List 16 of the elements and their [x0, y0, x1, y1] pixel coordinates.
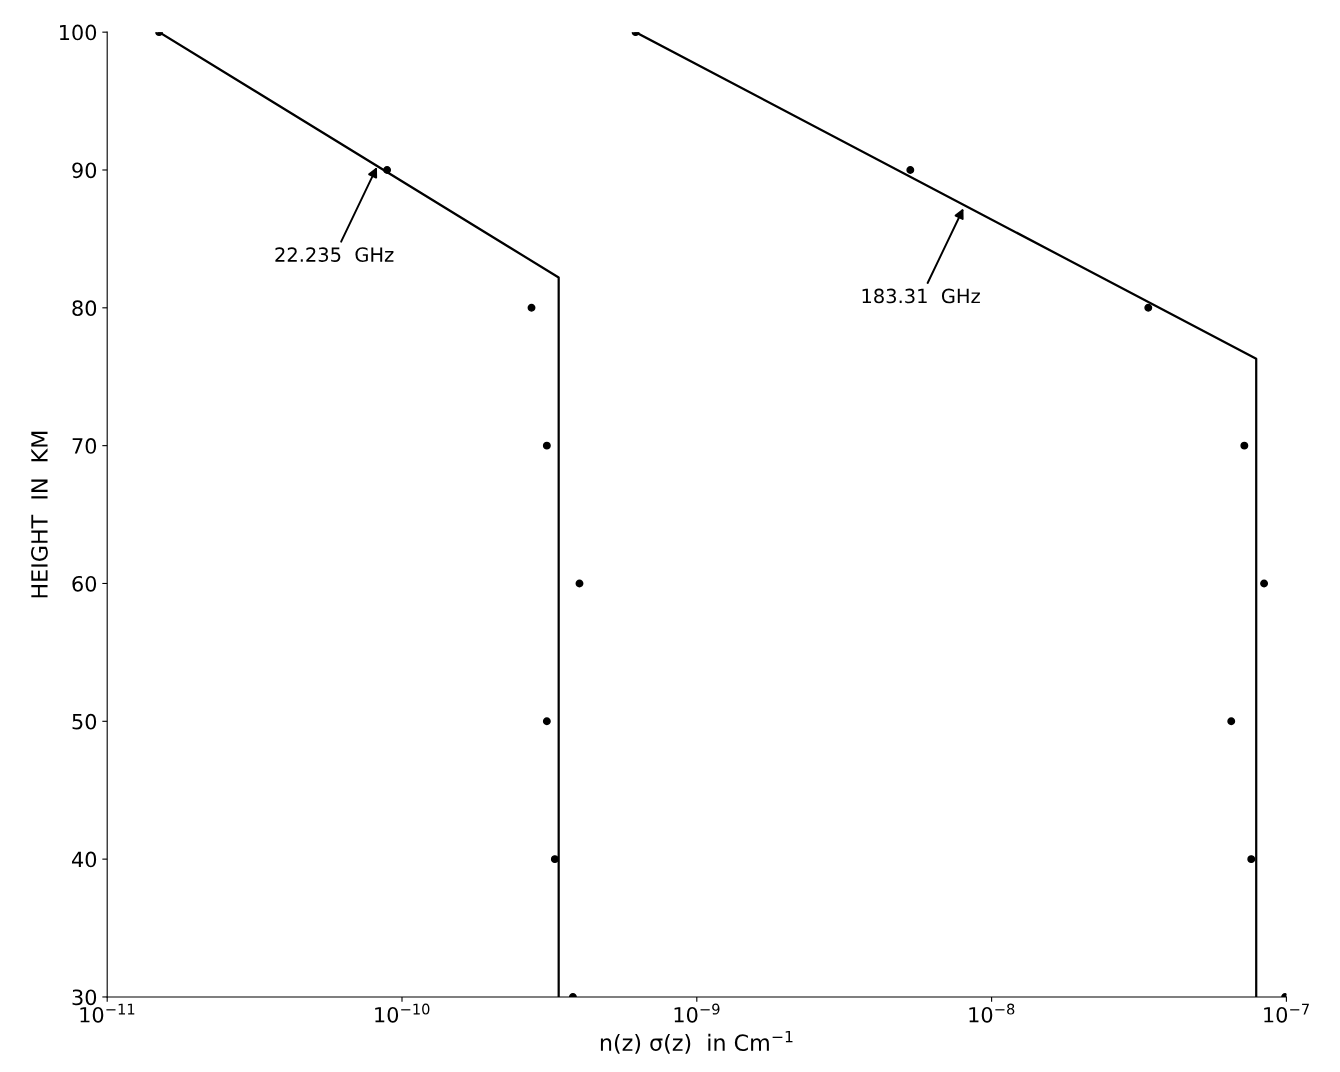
y-tick-label: 50 — [72, 713, 97, 730]
x-axis-title: n(z) σ(z) in Cm$^{−1}$ — [600, 1030, 793, 1054]
y-tick-label: 60 — [72, 575, 97, 592]
annotation: 22.235 GHz — [275, 247, 394, 262]
y-tick-label: 30 — [72, 989, 97, 1006]
y-tick-label: 90 — [72, 162, 97, 179]
y-tick-label: 40 — [71, 851, 97, 868]
annotation: 183.31 GHz — [862, 288, 980, 304]
x-tick-label: 10$^{−10}$ — [375, 1003, 430, 1023]
x-tick-label: 10$^{−9}$ — [674, 1003, 720, 1023]
x-tick-label: 10$^{−7}$ — [1264, 1003, 1309, 1023]
x-tick-label: 10$^{−8}$ — [969, 1003, 1015, 1023]
y-tick-label: 70 — [72, 438, 97, 454]
y-tick-label: 80 — [72, 300, 97, 317]
y-tick-label: 100 — [60, 24, 97, 41]
y-axis-title: HEIGHT IN KM — [31, 431, 48, 598]
